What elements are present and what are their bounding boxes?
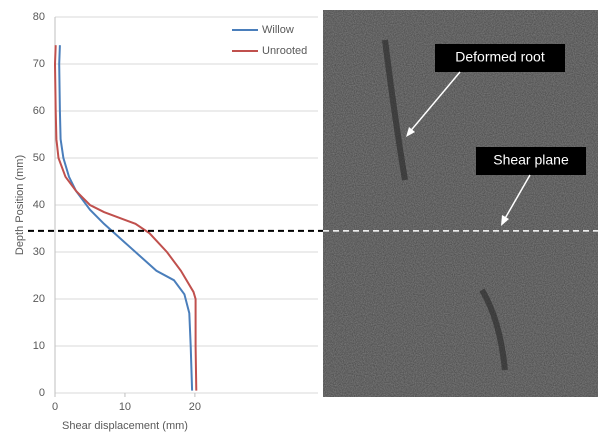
arrowhead: [406, 127, 415, 137]
root-trace: [479, 288, 508, 371]
annotation: Shear plane: [493, 152, 569, 168]
arrowhead: [501, 215, 509, 226]
legend-label: Unrooted: [262, 45, 307, 57]
y-tick-label: 70: [33, 58, 45, 70]
y-tick-label: 30: [33, 246, 45, 258]
annotation-arrow: [407, 71, 461, 135]
annotation: Deformed root: [455, 49, 545, 65]
photo-texture: [323, 10, 598, 397]
y-tick-label: 80: [33, 11, 45, 23]
x-tick-label: 10: [119, 401, 131, 413]
y-axis-label: Depth Position (mm): [14, 155, 26, 255]
x-tick-label: 20: [189, 401, 201, 413]
series-line: [53, 45, 198, 391]
x-axis-label: Shear displacement (mm): [62, 420, 188, 432]
x-tick-label: 0: [52, 401, 58, 413]
root-trace: [382, 39, 408, 181]
y-tick-label: 40: [33, 199, 45, 211]
annotation-box: [435, 44, 565, 72]
annotation-box: [476, 147, 586, 175]
y-tick-label: 20: [33, 293, 45, 305]
y-tick-label: 60: [33, 105, 45, 117]
annotation-arrow: [502, 174, 531, 223]
y-tick-label: 0: [39, 387, 45, 399]
legend-label: Willow: [262, 24, 294, 36]
y-tick-label: 50: [33, 152, 45, 164]
series-line: [58, 45, 194, 391]
y-tick-label: 10: [33, 340, 45, 352]
